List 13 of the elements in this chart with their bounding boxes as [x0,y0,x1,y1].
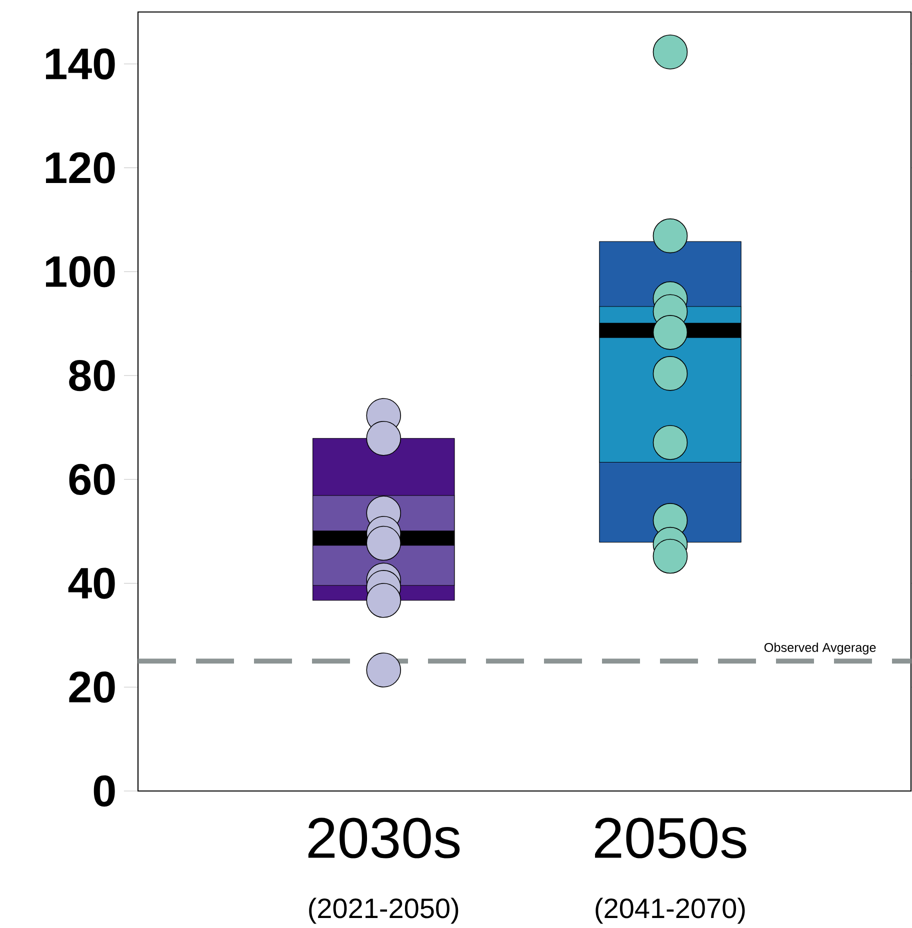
y-tick-label: 20 [69,672,115,703]
ref-line-label: Observed Avgerage [764,642,876,654]
y-tick-label: 140 [46,48,115,80]
y-tick-label: 40 [68,568,115,599]
y-tick-label: 80 [69,360,115,392]
text: (2041-2070) [596,898,745,924]
x-tick-label: 2030s [308,818,460,858]
y-tick-label: 120 [46,152,115,184]
y-tick-label: 0 [94,775,115,807]
x-tick-label: 2050s [595,818,746,858]
y-tick-label: 100 [46,256,115,288]
y-tick-label: 60 [69,464,115,495]
text: (2021-2050) [309,898,458,924]
